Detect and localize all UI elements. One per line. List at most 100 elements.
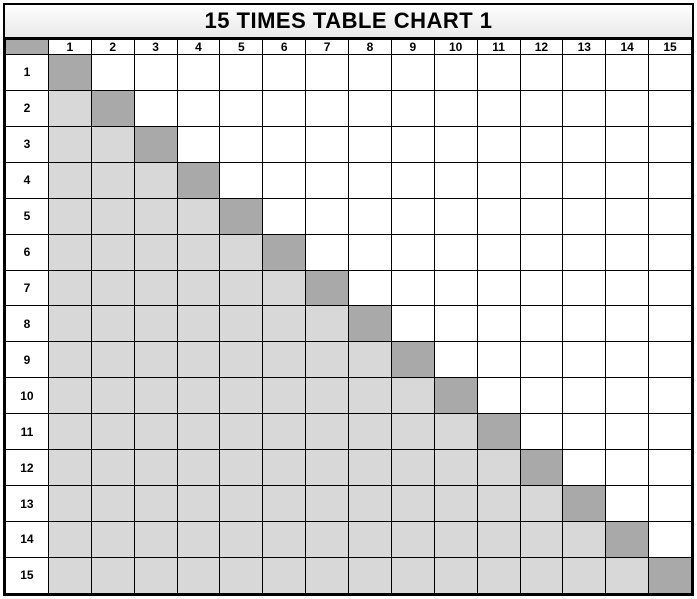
grid-cell xyxy=(177,234,220,270)
grid-cell xyxy=(563,234,606,270)
grid-cell xyxy=(263,450,306,486)
grid-cell xyxy=(134,414,177,450)
grid-cell xyxy=(91,90,134,126)
grid-cell xyxy=(477,90,520,126)
col-header: 13 xyxy=(563,40,606,55)
corner-cell xyxy=(6,40,49,55)
grid-cell xyxy=(177,486,220,522)
grid-cell xyxy=(306,486,349,522)
grid-cell xyxy=(649,90,692,126)
grid-cell xyxy=(349,306,392,342)
grid-cell xyxy=(134,234,177,270)
col-header: 11 xyxy=(477,40,520,55)
grid-cell xyxy=(563,342,606,378)
grid-cell xyxy=(606,126,649,162)
grid-cell xyxy=(520,342,563,378)
grid-cell xyxy=(306,126,349,162)
grid-cell xyxy=(563,378,606,414)
row-header: 15 xyxy=(6,557,49,593)
grid-cell xyxy=(263,378,306,414)
grid-cell xyxy=(91,378,134,414)
grid-cell xyxy=(263,414,306,450)
col-header: 8 xyxy=(349,40,392,55)
grid-cell xyxy=(349,378,392,414)
grid-cell xyxy=(91,414,134,450)
col-header: 4 xyxy=(177,40,220,55)
row-header: 8 xyxy=(6,306,49,342)
grid-cell xyxy=(48,521,91,557)
row-header: 12 xyxy=(6,450,49,486)
grid-cell xyxy=(606,198,649,234)
grid-cell xyxy=(263,557,306,593)
grid-cell xyxy=(134,486,177,522)
grid-cell xyxy=(649,450,692,486)
grid-cell xyxy=(48,198,91,234)
grid-cell xyxy=(606,378,649,414)
grid-cell xyxy=(134,55,177,91)
table-row: 15 xyxy=(6,557,692,593)
grid-cell xyxy=(220,414,263,450)
grid-cell xyxy=(349,414,392,450)
row-header: 2 xyxy=(6,90,49,126)
col-header: 5 xyxy=(220,40,263,55)
grid-cell xyxy=(177,414,220,450)
grid-cell xyxy=(649,55,692,91)
grid-cell xyxy=(306,378,349,414)
grid-cell xyxy=(134,162,177,198)
grid-cell xyxy=(477,270,520,306)
grid-cell xyxy=(220,90,263,126)
grid-cell xyxy=(220,270,263,306)
grid-cell xyxy=(134,378,177,414)
grid-cell xyxy=(134,270,177,306)
table-row: 2 xyxy=(6,90,692,126)
grid-cell xyxy=(649,306,692,342)
grid-cell xyxy=(520,55,563,91)
grid-cell xyxy=(606,270,649,306)
grid-cell xyxy=(477,55,520,91)
col-header: 10 xyxy=(434,40,477,55)
row-header: 11 xyxy=(6,414,49,450)
grid-cell xyxy=(477,162,520,198)
col-header: 1 xyxy=(48,40,91,55)
grid-cell xyxy=(48,450,91,486)
grid-cell xyxy=(563,557,606,593)
chart-title: 15 TIMES TABLE CHART 1 xyxy=(5,5,692,39)
grid-cell xyxy=(220,557,263,593)
grid-cell xyxy=(563,126,606,162)
grid-cell xyxy=(563,90,606,126)
grid-cell xyxy=(263,486,306,522)
grid-cell xyxy=(649,270,692,306)
grid-cell xyxy=(391,450,434,486)
grid-cell xyxy=(477,342,520,378)
grid-cell xyxy=(306,55,349,91)
grid-cell xyxy=(520,486,563,522)
row-header: 9 xyxy=(6,342,49,378)
grid-cell xyxy=(477,378,520,414)
grid-cell xyxy=(391,55,434,91)
row-header: 3 xyxy=(6,126,49,162)
row-header: 7 xyxy=(6,270,49,306)
grid-cell xyxy=(177,378,220,414)
col-header: 6 xyxy=(263,40,306,55)
grid-cell xyxy=(48,90,91,126)
grid-cell xyxy=(520,414,563,450)
table-row: 4 xyxy=(6,162,692,198)
grid-cell xyxy=(520,306,563,342)
table-row: 7 xyxy=(6,270,692,306)
col-header: 7 xyxy=(306,40,349,55)
grid-cell xyxy=(520,557,563,593)
grid-cell xyxy=(306,90,349,126)
grid-cell xyxy=(91,450,134,486)
grid-cell xyxy=(434,486,477,522)
grid-cell xyxy=(48,557,91,593)
grid-cell xyxy=(48,486,91,522)
grid-cell xyxy=(263,270,306,306)
grid-body: 123456789101112131415 xyxy=(6,55,692,594)
grid-cell xyxy=(649,557,692,593)
grid-cell xyxy=(220,486,263,522)
grid-cell xyxy=(649,126,692,162)
grid-cell xyxy=(134,90,177,126)
grid-cell xyxy=(391,521,434,557)
table-row: 8 xyxy=(6,306,692,342)
grid-cell xyxy=(563,521,606,557)
